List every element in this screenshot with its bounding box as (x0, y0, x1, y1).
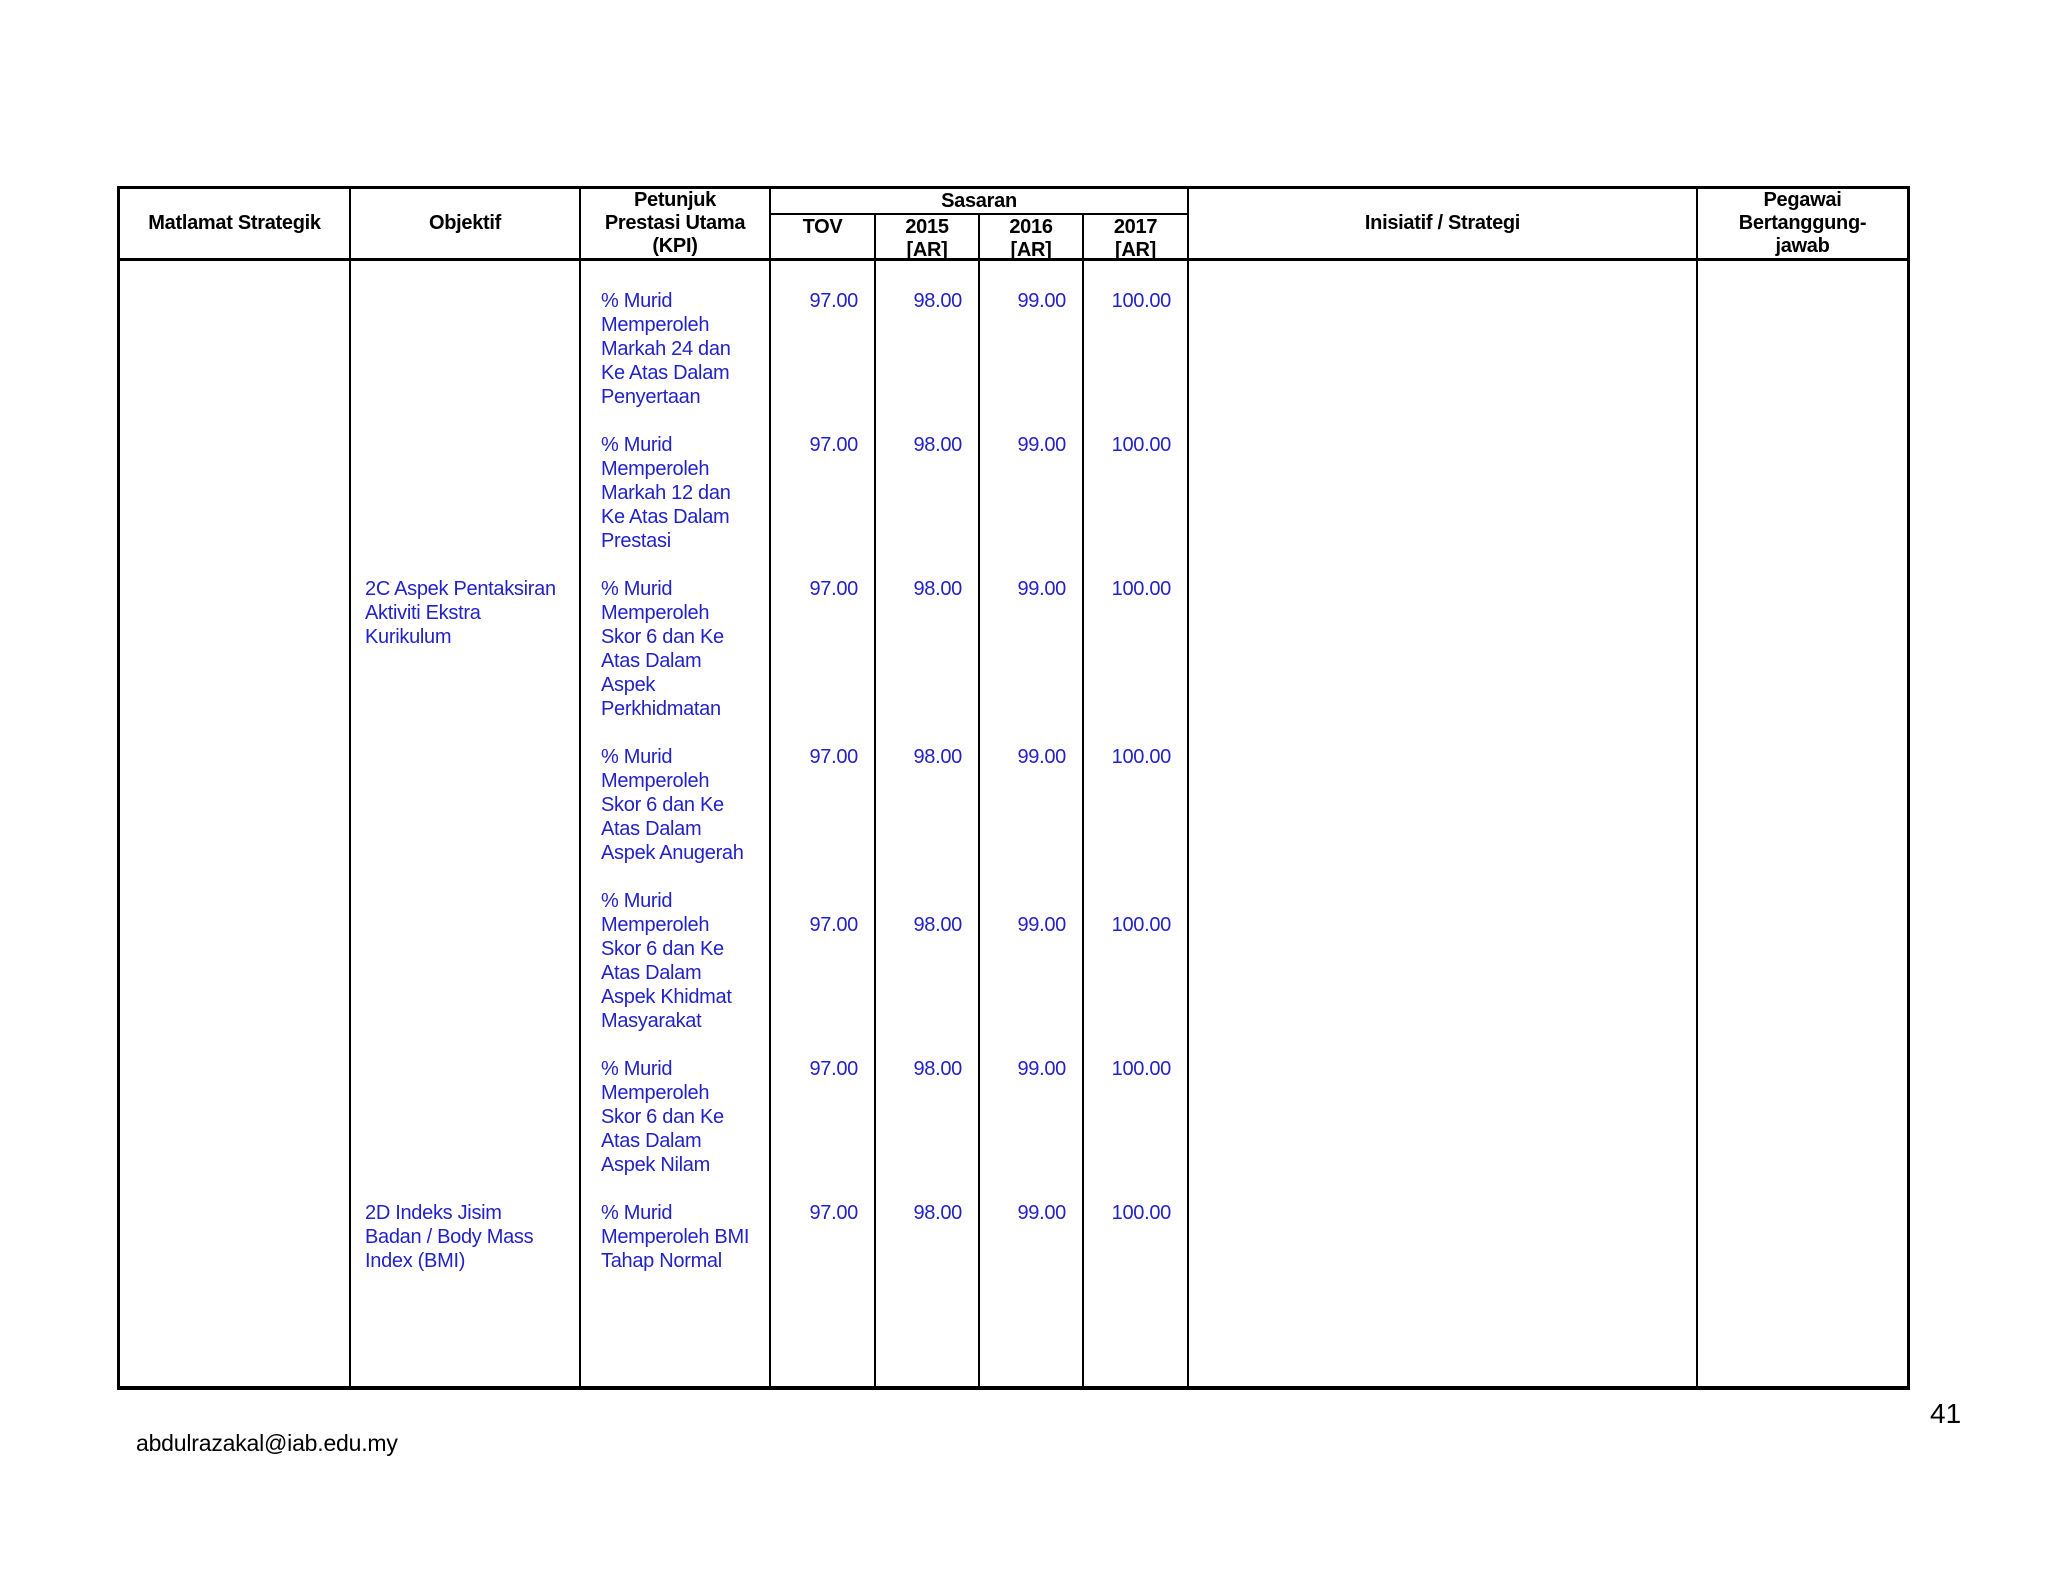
target-2017-value: 100.00 (1111, 746, 1172, 768)
objektif-cell: 2D Indeks Jisim Badan / Body Mass Index … (365, 1202, 534, 1272)
target-2015-value: 98.00 (913, 746, 962, 768)
kpi-cell: % Murid Memperoleh Skor 6 dan Ke Atas Da… (601, 1058, 724, 1176)
header-matlamat-strategik: Matlamat Strategik (120, 189, 351, 261)
header-inisiatif-strategi: Inisiatif / Strategi (1189, 189, 1698, 261)
column-tov-body: 97.00 97.00 97.00 97.00 97.00 97.00 97.0… (771, 261, 876, 1386)
tov-value: 97.00 (809, 914, 858, 936)
column-objektif-body: 2C Aspek Pentaksiran Aktiviti Ekstra Kur… (351, 261, 581, 1386)
objektif-cell (351, 433, 579, 577)
kpi-cell: % Murid Memperoleh Skor 6 dan Ke Atas Da… (601, 578, 724, 720)
kpi-cell: % Murid Memperoleh Skor 6 dan Ke Atas Da… (601, 746, 744, 864)
kpi-cell: % Murid Memperoleh Skor 6 dan Ke Atas Da… (601, 890, 732, 1032)
target-2017-value: 100.00 (1111, 1058, 1172, 1080)
target-2015-value: 98.00 (913, 1202, 962, 1224)
target-2017-value: 100.00 (1111, 434, 1172, 456)
objektif-cell (351, 889, 579, 1057)
target-2016-value: 99.00 (1017, 434, 1066, 456)
target-2016-value: 99.00 (1017, 578, 1066, 600)
header-kpi: Petunjuk Prestasi Utama (KPI) (581, 189, 771, 261)
header-tov: TOV (771, 215, 876, 261)
target-2015-value: 98.00 (913, 578, 962, 600)
objektif-cell (351, 745, 579, 889)
header-pegawai-bertanggungjawab: Pegawai Bertanggung- jawab (1698, 189, 1907, 261)
target-2017-value: 100.00 (1111, 578, 1172, 600)
header-2016-ar: 2016 [AR] (980, 215, 1084, 261)
tov-value: 97.00 (809, 434, 858, 456)
kpi-cell: % Murid Memperoleh BMI Tahap Normal (601, 1202, 750, 1272)
tov-value: 97.00 (809, 1058, 858, 1080)
column-2016-ar-body: 99.00 99.00 99.00 99.00 99.00 99.00 99.0… (980, 261, 1084, 1386)
target-2015-value: 98.00 (913, 914, 962, 936)
target-2016-value: 99.00 (1017, 290, 1066, 312)
kpi-cell: % Murid Memperoleh Markah 12 dan Ke Atas… (601, 434, 731, 552)
kpi-cell: % Murid Memperoleh Markah 24 dan Ke Atas… (601, 290, 731, 408)
column-kpi-body: % Murid Memperoleh Markah 24 dan Ke Atas… (581, 261, 771, 1386)
header-objektif: Objektif (351, 189, 581, 261)
column-matlamat-strategik-body (120, 261, 351, 1386)
target-2015-value: 98.00 (913, 1058, 962, 1080)
tov-value: 97.00 (809, 746, 858, 768)
tov-value: 97.00 (809, 578, 858, 600)
target-2016-value: 99.00 (1017, 914, 1066, 936)
column-2015-ar-body: 98.00 98.00 98.00 98.00 98.00 98.00 98.0… (876, 261, 980, 1386)
target-2017-value: 100.00 (1111, 290, 1172, 312)
tov-value: 97.00 (809, 290, 858, 312)
strategic-plan-table: Matlamat Strategik Objektif Petunjuk Pre… (117, 186, 1910, 1390)
target-2017-value: 100.00 (1111, 914, 1172, 936)
objektif-cell: 2C Aspek Pentaksiran Aktiviti Ekstra Kur… (365, 578, 556, 648)
tov-value: 97.00 (809, 1202, 858, 1224)
page-number: 41 (1930, 1398, 1962, 1429)
header-2015-ar: 2015 [AR] (876, 215, 980, 261)
column-inisiatif-strategi-body (1189, 261, 1698, 1386)
column-2017-ar-body: 100.00 100.00 100.00 100.00 100.00 100.0… (1084, 261, 1189, 1386)
header-sasaran: Sasaran (771, 189, 1189, 215)
target-2016-value: 99.00 (1017, 1202, 1066, 1224)
footer-email: abdulrazakal@iab.edu.my (136, 1430, 398, 1456)
target-2017-value: 100.00 (1111, 1202, 1172, 1224)
target-2016-value: 99.00 (1017, 1058, 1066, 1080)
target-2015-value: 98.00 (913, 434, 962, 456)
target-2016-value: 99.00 (1017, 746, 1066, 768)
target-2015-value: 98.00 (913, 290, 962, 312)
column-pegawai-body (1698, 261, 1907, 1386)
objektif-cell (351, 1057, 579, 1201)
objektif-cell (351, 289, 579, 433)
header-2017-ar: 2017 [AR] (1084, 215, 1189, 261)
